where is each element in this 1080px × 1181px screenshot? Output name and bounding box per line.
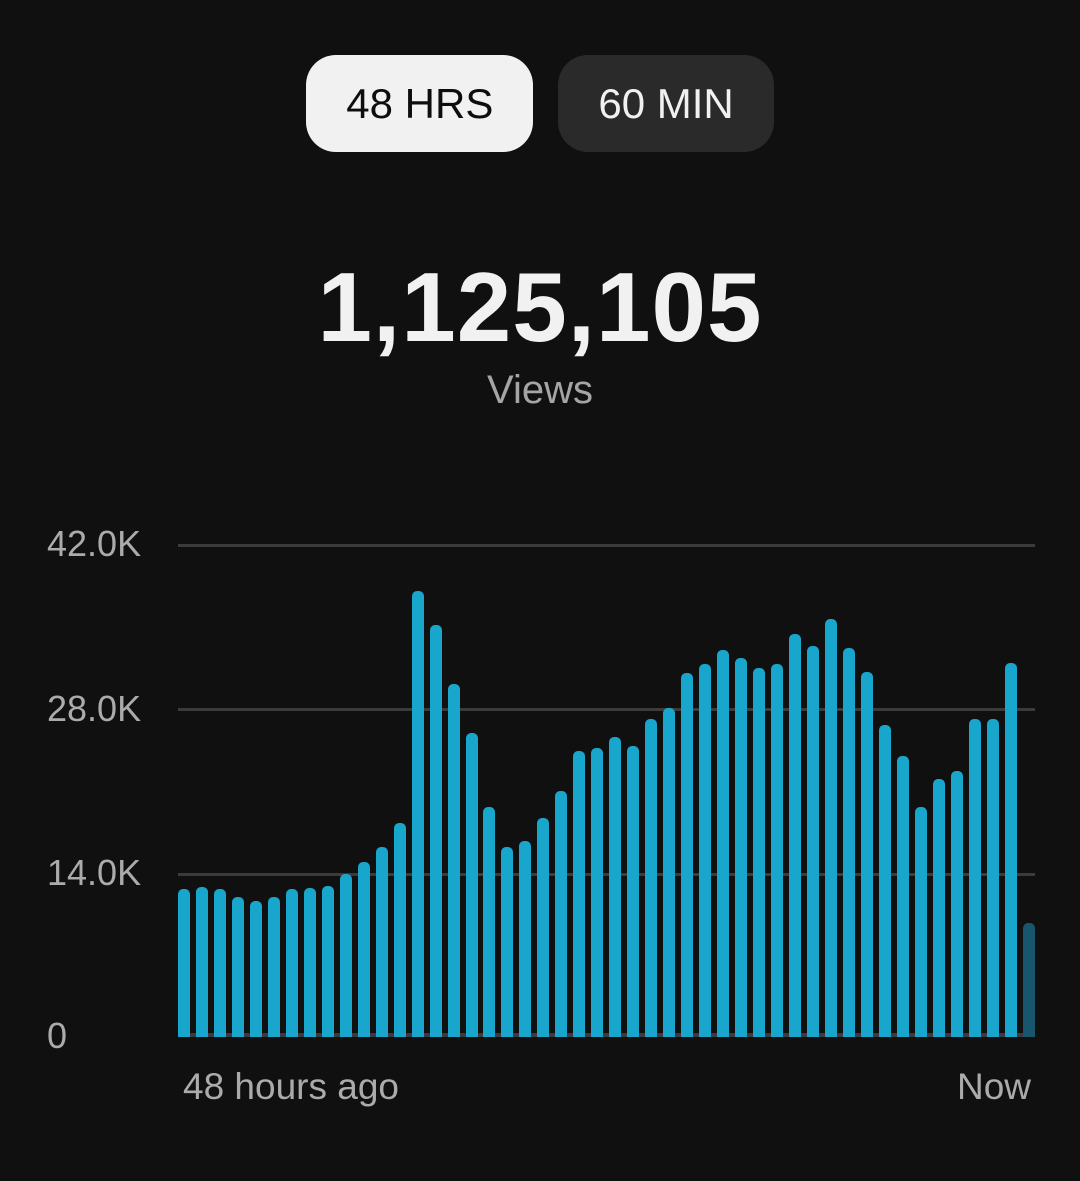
bar-hour-17[interactable] — [483, 806, 496, 1037]
toggle-60min-button[interactable]: 60 MIN — [558, 55, 774, 152]
bar-hour-10[interactable] — [357, 862, 370, 1037]
bar-hour-11[interactable] — [375, 846, 388, 1037]
bar-hour-27[interactable] — [663, 708, 676, 1037]
bar-hour-0[interactable] — [178, 889, 190, 1037]
bar-hour-33[interactable] — [770, 663, 783, 1037]
bar-hour-42[interactable] — [932, 778, 945, 1037]
gridline-14k — [178, 873, 1035, 876]
toggle-48hrs-button[interactable]: 48 HRS — [306, 55, 534, 152]
bar-hour-32[interactable] — [753, 668, 765, 1037]
bar-hour-38[interactable] — [860, 671, 873, 1037]
bar-hour-6[interactable] — [285, 889, 298, 1037]
gridline-42k — [178, 544, 1035, 547]
bar-hour-9[interactable] — [339, 873, 352, 1037]
bar-hour-26[interactable] — [645, 718, 658, 1037]
x-axis-line — [178, 1033, 1035, 1037]
bar-hour-5[interactable] — [267, 897, 280, 1037]
y-axis-tick-0: 0 — [47, 1015, 68, 1056]
bar-hour-35[interactable] — [806, 646, 819, 1037]
bar-hour-37[interactable] — [842, 648, 855, 1037]
y-axis-tick-28k: 28.0K — [47, 688, 142, 729]
bar-hour-43[interactable] — [950, 770, 963, 1037]
y-axis-tick-14k: 14.0K — [47, 852, 142, 893]
bar-hour-22[interactable] — [573, 750, 586, 1037]
bar-hour-23[interactable] — [591, 748, 604, 1037]
bar-hour-16[interactable] — [465, 732, 478, 1037]
bar-hour-13[interactable] — [411, 590, 424, 1037]
bars-container — [178, 544, 1035, 1037]
bar-hour-1[interactable] — [195, 886, 208, 1037]
bar-hour-39[interactable] — [878, 724, 891, 1037]
time-range-toggle: 48 HRS 60 MIN — [0, 55, 1080, 152]
y-axis-tick-42k: 42.0K — [47, 523, 142, 564]
bar-hour-3[interactable] — [231, 897, 244, 1037]
bar-hour-12[interactable] — [393, 823, 406, 1037]
bar-hour-28[interactable] — [681, 673, 694, 1037]
bar-hour-4[interactable] — [249, 900, 262, 1037]
bar-hour-46[interactable] — [1004, 662, 1017, 1037]
bar-hour-21[interactable] — [555, 790, 568, 1037]
x-axis-label-start: 48 hours ago — [183, 1066, 400, 1107]
bar-current-hour[interactable] — [1022, 923, 1035, 1037]
bar-hour-25[interactable] — [627, 745, 640, 1037]
bar-hour-34[interactable] — [788, 634, 801, 1037]
views-count: 1,125,105 — [317, 252, 763, 362]
bar-hour-24[interactable] — [609, 736, 622, 1037]
bar-hour-19[interactable] — [519, 840, 532, 1037]
bar-hour-45[interactable] — [986, 718, 999, 1037]
bar-hour-29[interactable] — [699, 663, 712, 1037]
bar-hour-36[interactable] — [824, 619, 837, 1037]
bar-hour-41[interactable] — [914, 806, 927, 1037]
views-label: Views — [487, 368, 593, 412]
bar-hour-31[interactable] — [735, 657, 748, 1037]
bar-hour-15[interactable] — [447, 683, 460, 1037]
gridline-28k — [178, 708, 1035, 711]
bar-hour-8[interactable] — [321, 885, 334, 1037]
bar-hour-30[interactable] — [717, 649, 730, 1037]
hourly-views-bar-chart — [178, 544, 1035, 1037]
bar-hour-7[interactable] — [303, 887, 316, 1037]
bar-hour-14[interactable] — [429, 625, 442, 1037]
bar-hour-2[interactable] — [213, 889, 226, 1037]
bar-hour-18[interactable] — [501, 846, 514, 1037]
x-axis-label-end: Now — [956, 1066, 1031, 1107]
bar-hour-40[interactable] — [896, 756, 909, 1037]
bar-hour-20[interactable] — [537, 817, 550, 1037]
bar-hour-44[interactable] — [968, 718, 981, 1037]
